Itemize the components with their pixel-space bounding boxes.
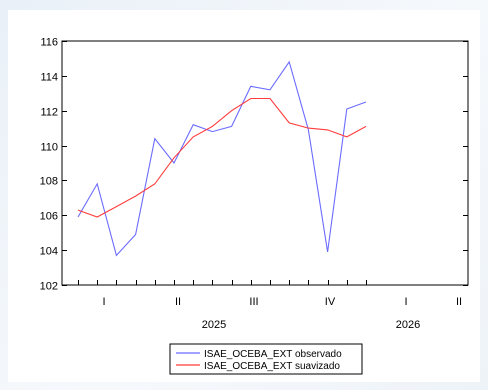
series-line-1 (77, 60, 367, 257)
legend-label: ISAE_OCEBA_EXT observado (204, 349, 342, 360)
axes (61, 40, 469, 286)
y-tick-labels: 102 104 106 108 110 112 114 116 (40, 37, 58, 293)
x-tick-label: IV (325, 296, 336, 308)
y-tick-label: 106 (40, 211, 58, 223)
legend-box (169, 343, 363, 375)
y-tick-label: 110 (40, 142, 58, 154)
series-lines (77, 60, 367, 257)
plot-frame (61, 40, 469, 286)
x-tick-label: I (102, 296, 105, 308)
x-tick-label: I (404, 296, 407, 308)
y-tick-label: 108 (40, 176, 58, 188)
y-tick-label: 104 (40, 246, 58, 258)
x-tick-label: III (249, 296, 258, 308)
y-tick-label: 116 (40, 37, 58, 49)
y-tick-label: 112 (40, 107, 58, 119)
year-label: 2025 (202, 319, 226, 331)
legend-label: ISAE_OCEBA_EXT suavizado (204, 361, 340, 372)
chart-panel: 102 104 106 108 110 112 114 116 I II III IV I II 2025… (8, 10, 480, 382)
x-tick-label: II (456, 296, 462, 308)
x-tick-label: II (175, 296, 181, 308)
series-line-2 (77, 97, 367, 218)
y-tick-label: 114 (40, 72, 58, 84)
y-tick-label: 102 (40, 281, 58, 293)
year-label: 2026 (396, 319, 420, 331)
